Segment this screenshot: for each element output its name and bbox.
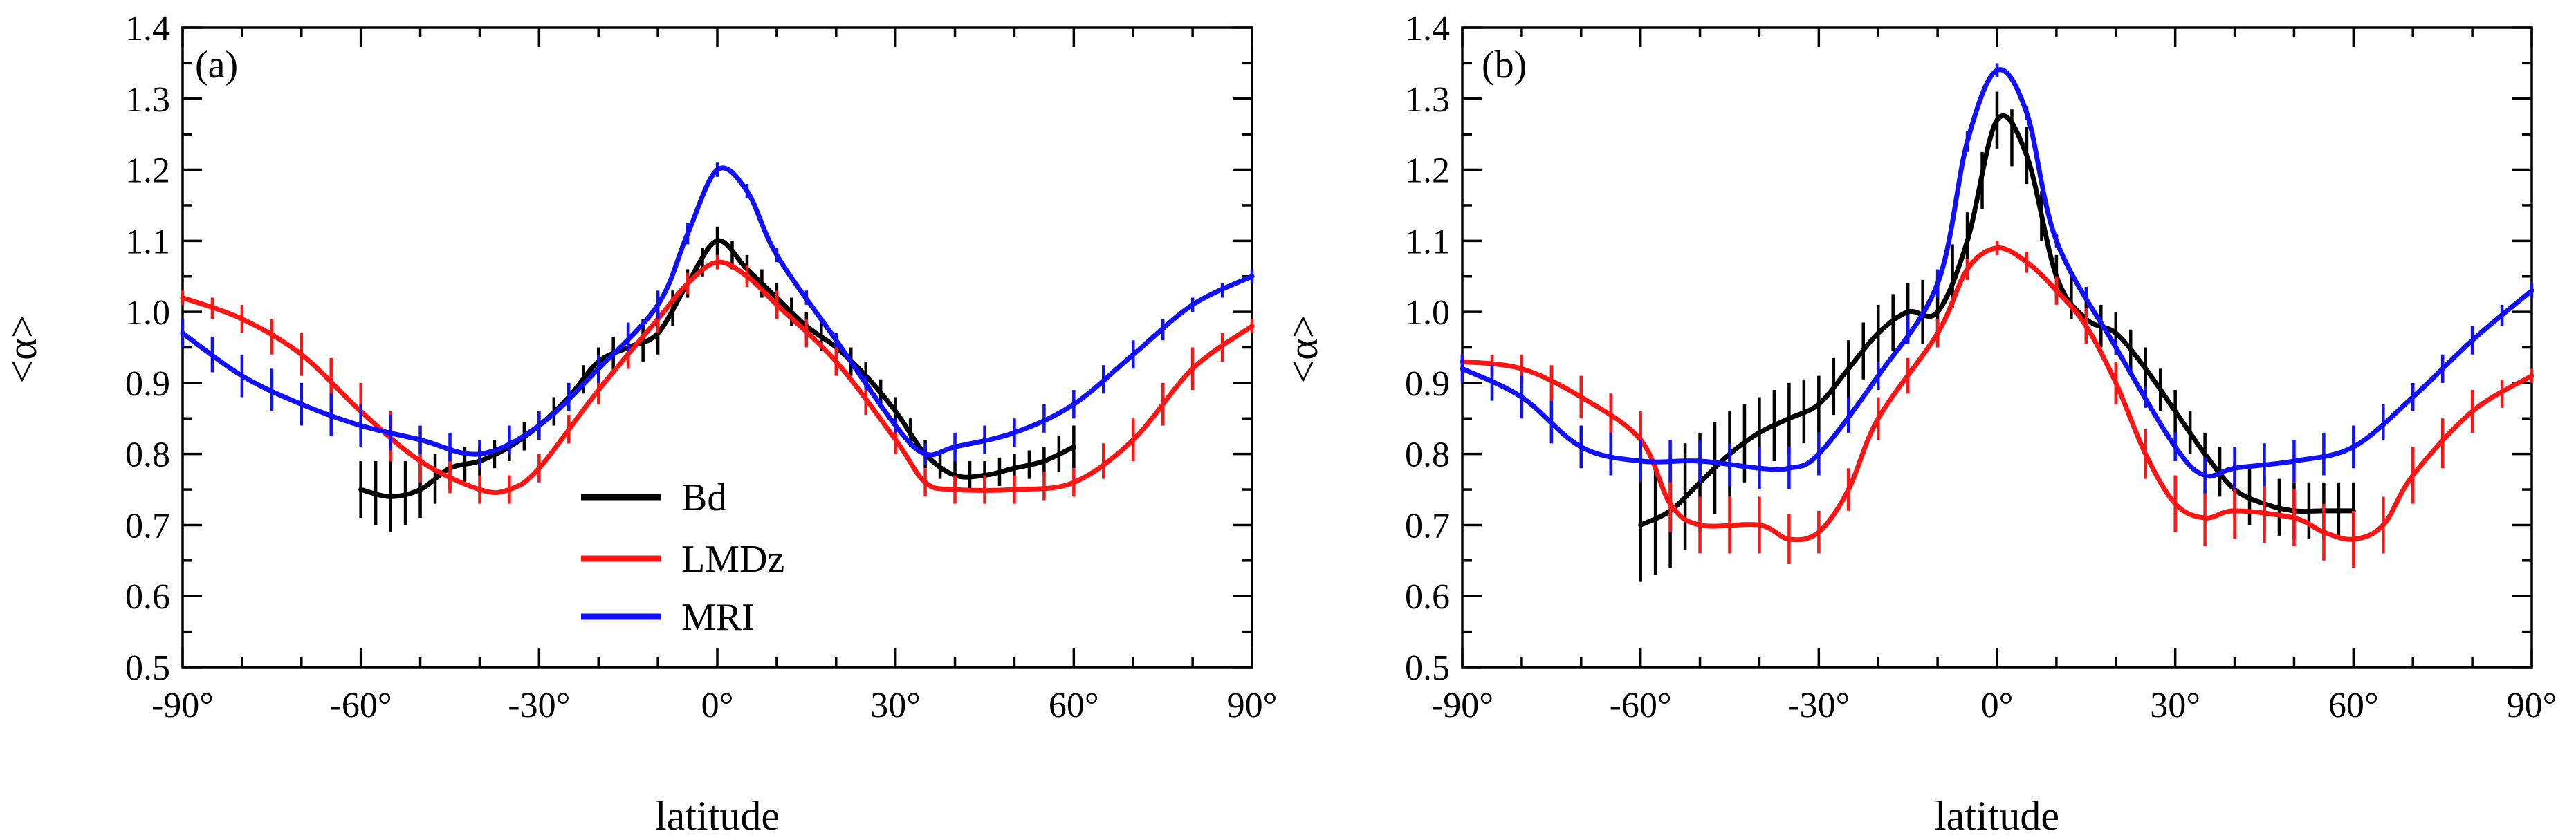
y-tick-label-a: 1.4 <box>125 9 170 48</box>
y-tick-label-b: 1.4 <box>1405 9 1450 48</box>
panel-label-a: (a) <box>195 44 238 86</box>
y-tick-label-b: 0.5 <box>1405 648 1450 688</box>
legend-label-mri: MRI <box>681 596 755 639</box>
y-axis-label-a: <α> <box>0 315 45 383</box>
series-group-a <box>180 162 1255 532</box>
y-tick-label-a: 0.5 <box>125 648 170 688</box>
y-tick-label-a: 0.7 <box>125 506 170 545</box>
x-tick-label-b: 0° <box>1981 686 2014 725</box>
y-tick-label-b: 0.7 <box>1405 506 1450 545</box>
y-tick-label-a: 0.6 <box>125 577 170 617</box>
x-axis-label-a: latitude <box>655 793 780 839</box>
series-mri-b <box>1460 63 2534 494</box>
x-tick-label-a: 0° <box>701 686 734 725</box>
series-line-bd <box>1638 113 2356 528</box>
series-lmdz-a <box>180 254 1255 504</box>
series-bd-b <box>1638 91 2356 582</box>
x-tick-label-b: -60° <box>1610 686 1672 725</box>
series-line-lmdz <box>180 259 1255 496</box>
y-axis-label-b: <α> <box>1280 315 1326 383</box>
x-tick-label-b: -90° <box>1431 686 1493 725</box>
y-tick-label-a: 1.1 <box>125 222 170 261</box>
legend-label-lmdz: LMDz <box>681 538 784 581</box>
x-tick-label-a: 90° <box>1227 686 1278 725</box>
x-tick-label-b: 90° <box>2507 686 2557 725</box>
x-tick-label-a: -90° <box>151 686 214 725</box>
y-tick-label-b: 1.3 <box>1405 80 1450 120</box>
panel-b: 0.5 0.6 0.7 0.8 0.9 1.0 1.1 1.2 1.3 1.4 -90° -60° -3… <box>1280 9 2557 839</box>
series-group-b <box>1460 63 2534 582</box>
x-tick-label-b: 60° <box>2328 686 2379 725</box>
x-tick-label-b: 30° <box>2150 686 2200 725</box>
y-tick-label-b: 1.2 <box>1405 151 1450 191</box>
axis-ticks-a: 0.5 0.6 0.7 0.8 0.9 1.0 1.1 1.2 1.3 1.4 -90° -60° -3… <box>125 9 1277 725</box>
panel-a: 0.5 0.6 0.7 0.8 0.9 1.0 1.1 1.2 1.3 1.4 -90° -60° -3… <box>0 9 1277 839</box>
y-tick-label-b: 1.0 <box>1405 293 1450 333</box>
y-tick-label-a: 1.2 <box>125 151 170 191</box>
x-tick-label-a: -60° <box>330 686 392 725</box>
x-tick-label-a: -30° <box>508 686 570 725</box>
y-tick-label-b: 0.8 <box>1405 436 1450 475</box>
series-line-bd <box>358 238 1076 499</box>
y-tick-label-a: 0.9 <box>125 364 170 404</box>
series-mri-a <box>180 162 1255 469</box>
x-tick-label-b: -30° <box>1787 686 1850 725</box>
legend-label-bd: Bd <box>681 476 726 519</box>
x-tick-label-a: 30° <box>870 686 921 725</box>
y-tick-label-a: 0.8 <box>125 436 170 475</box>
axis-ticks-b: 0.5 0.6 0.7 0.8 0.9 1.0 1.1 1.2 1.3 1.4 -90° -60° -3… <box>1405 9 2557 725</box>
y-tick-label-a: 1.3 <box>125 80 170 120</box>
y-tick-label-b: 0.6 <box>1405 577 1450 617</box>
y-tick-label-b: 0.9 <box>1405 364 1450 404</box>
y-tick-label-a: 1.0 <box>125 293 170 333</box>
series-lmdz-b <box>1460 241 2534 568</box>
x-tick-label-a: 60° <box>1049 686 1099 725</box>
y-tick-label-b: 1.1 <box>1405 222 1450 261</box>
x-axis-label-b: latitude <box>1935 793 2059 839</box>
panel-label-b: (b) <box>1482 44 1527 86</box>
series-line-lmdz <box>1460 245 2534 543</box>
legend: Bd LMDz MRI <box>581 476 784 639</box>
series-line-mri <box>180 165 1255 458</box>
